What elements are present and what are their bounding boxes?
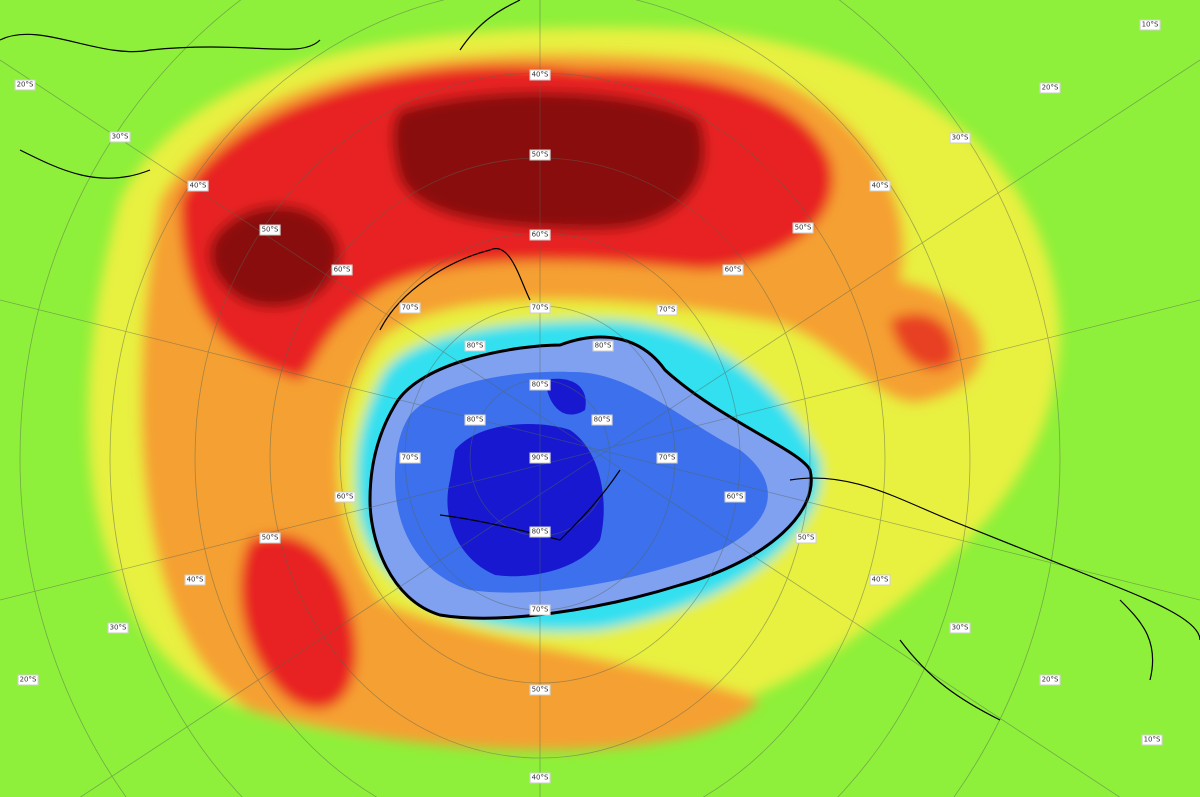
latitude-label: 60°S	[529, 229, 551, 241]
latitude-label: 40°S	[184, 574, 206, 586]
latitude-label: 20°S	[1039, 82, 1061, 94]
latitude-label: 30°S	[109, 131, 131, 143]
latitude-label: 90°S	[529, 452, 551, 464]
latitude-label: 50°S	[529, 684, 551, 696]
latitude-label: 50°S	[529, 149, 551, 161]
latitude-label: 50°S	[792, 222, 814, 234]
latitude-label: 40°S	[529, 69, 551, 81]
latitude-label: 80°S	[464, 340, 486, 352]
latitude-label: 40°S	[187, 180, 209, 192]
latitude-label: 80°S	[591, 414, 613, 426]
latitude-label: 70°S	[529, 604, 551, 616]
latitude-label: 50°S	[259, 532, 281, 544]
latitude-label: 30°S	[949, 132, 971, 144]
latitude-label: 30°S	[949, 622, 971, 634]
latitude-label: 40°S	[529, 772, 551, 784]
latitude-label: 80°S	[464, 414, 486, 426]
latitude-label: 20°S	[17, 674, 39, 686]
latitude-label: 70°S	[656, 452, 678, 464]
latitude-label: 70°S	[399, 452, 421, 464]
latitude-label: 60°S	[331, 264, 353, 276]
latitude-label: 70°S	[656, 304, 678, 316]
latitude-label: 60°S	[334, 491, 356, 503]
latitude-label: 20°S	[1039, 674, 1061, 686]
latitude-label: 60°S	[724, 491, 746, 503]
latitude-label: 60°S	[722, 264, 744, 276]
latitude-label: 20°S	[14, 79, 36, 91]
latitude-label: 10°S	[1139, 19, 1161, 31]
latitude-label: 70°S	[529, 302, 551, 314]
coastlines	[0, 0, 1200, 721]
latitude-label: 40°S	[869, 574, 891, 586]
latitude-label: 70°S	[399, 302, 421, 314]
latitude-label: 10°S	[1141, 734, 1163, 746]
latitude-label: 50°S	[795, 532, 817, 544]
latitude-label: 50°S	[259, 224, 281, 236]
latitude-label: 80°S	[592, 340, 614, 352]
latitude-label: 30°S	[107, 622, 129, 634]
latitude-label: 80°S	[529, 526, 551, 538]
latitude-label: 80°S	[529, 379, 551, 391]
latitude-label: 40°S	[869, 180, 891, 192]
